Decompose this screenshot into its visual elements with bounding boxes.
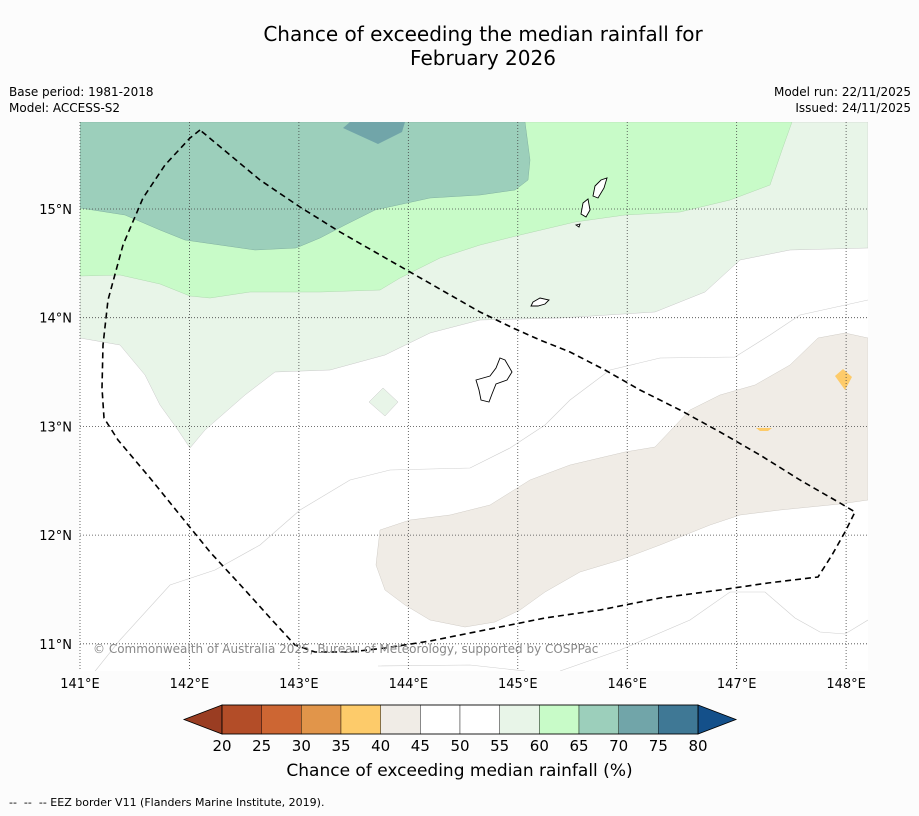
- x-tick-label: 148°E: [826, 677, 866, 692]
- chart-svg: © Commonwealth of Australia 2025, Bureau…: [39, 122, 868, 755]
- map-area: [80, 122, 868, 671]
- region-65-70: [80, 122, 531, 251]
- meta-right: Model run: 22/11/2025 Issued: 24/11/2025: [774, 84, 911, 116]
- y-tick-label: 15°N: [39, 203, 72, 218]
- y-tick-label: 12°N: [39, 529, 72, 544]
- colorbar-tick-label: 45: [411, 737, 430, 755]
- eez-border: [101, 128, 857, 653]
- colorbar-tick-label: 35: [331, 737, 350, 755]
- base-period: Base period: 1981-2018: [9, 85, 154, 99]
- isoline-1: [94, 299, 868, 671]
- colorbar-bin: [459, 704, 500, 735]
- colorbar: 20 25 30 35 40 45 50 55 60 65 70 75 80: [182, 704, 738, 755]
- chart-title: Chance of exceeding the median rainfall …: [0, 22, 919, 70]
- colorbar-tick-label: 25: [252, 737, 271, 755]
- chart-title-line1: Chance of exceeding the median rainfall …: [263, 22, 703, 46]
- colorbar-tick-label: 60: [530, 737, 549, 755]
- colorbar-under-triangle: [182, 704, 223, 735]
- colorbar-tick-label: 65: [569, 737, 588, 755]
- x-tick-label: 142°E: [170, 677, 210, 692]
- colorbar-tick-label: 80: [688, 737, 707, 755]
- island-aguijan: [574, 223, 581, 228]
- issued-date: Issued: 24/11/2025: [795, 101, 911, 115]
- colorbar-tick-label: 20: [212, 737, 231, 755]
- eez-legend: -- -- -- EEZ border V11 (Flanders Marine…: [9, 796, 325, 809]
- model-name: Model: ACCESS-S2: [9, 101, 121, 115]
- x-tick-label: 141°E: [60, 677, 100, 692]
- colorbar-bin: [618, 704, 659, 735]
- colorbar-frame: [221, 704, 699, 735]
- island-saipan: [592, 177, 608, 199]
- colorbar-bin: [578, 704, 619, 735]
- x-tick-label: 143°E: [279, 677, 319, 692]
- island-rota: [530, 297, 550, 307]
- region-35-40-a: [835, 369, 852, 390]
- islands: [475, 177, 608, 403]
- colorbar-tick-label: 30: [292, 737, 311, 755]
- x-tick-label: 147°E: [717, 677, 757, 692]
- x-tick-label: 144°E: [389, 677, 429, 692]
- colorbar-tick-label: 50: [450, 737, 469, 755]
- region-55-60-diamond: [368, 387, 399, 417]
- colorbar-tick-label: 55: [490, 737, 509, 755]
- x-tick-label: 146°E: [607, 677, 647, 692]
- colorbar-tick-label: 40: [371, 737, 390, 755]
- model-run: Model run: 22/11/2025: [773, 85, 911, 99]
- y-tick-label: 14°N: [39, 312, 72, 327]
- isoline-3: [559, 591, 868, 671]
- island-tinian: [580, 198, 591, 218]
- colorbar-bin: [221, 704, 262, 735]
- y-tick-label: 13°N: [39, 420, 72, 435]
- colorbar-bin: [499, 704, 540, 735]
- colorbar-label: Chance of exceeding median rainfall (%): [286, 761, 633, 781]
- meta-left: Base period: 1981-2018 Model: ACCESS-S2: [9, 84, 154, 116]
- colorbar-bin: [658, 704, 699, 735]
- gridlines: [79, 122, 868, 671]
- region-70-75: [343, 122, 405, 144]
- colorbar-bin: [420, 704, 461, 735]
- colorbar-bin: [301, 704, 342, 735]
- chart-title-line2: February 2026: [410, 46, 556, 70]
- colorbar-tick-label: 70: [609, 737, 628, 755]
- region-35-40-b: [756, 428, 772, 431]
- island-guam: [475, 357, 513, 403]
- colorbar-bin: [340, 704, 381, 735]
- colorbar-bin: [380, 704, 421, 735]
- region-40-45: [375, 332, 868, 628]
- x-tick-label: 145°E: [498, 677, 538, 692]
- map-copyright: © Commonwealth of Australia 2025, Bureau…: [93, 642, 598, 656]
- colorbar-over-triangle: [697, 704, 738, 735]
- colorbar-bin: [539, 704, 580, 735]
- colorbar-bin: [261, 704, 302, 735]
- y-tick-labels: 11°N 12°N 13°N 14°N 15°N: [39, 203, 72, 653]
- y-tick-label: 11°N: [39, 638, 72, 653]
- x-tick-labels: 141°E 142°E 143°E 144°E 145°E 146°E 147°E 148°E: [60, 677, 866, 692]
- colorbar-tick-label: 75: [649, 737, 668, 755]
